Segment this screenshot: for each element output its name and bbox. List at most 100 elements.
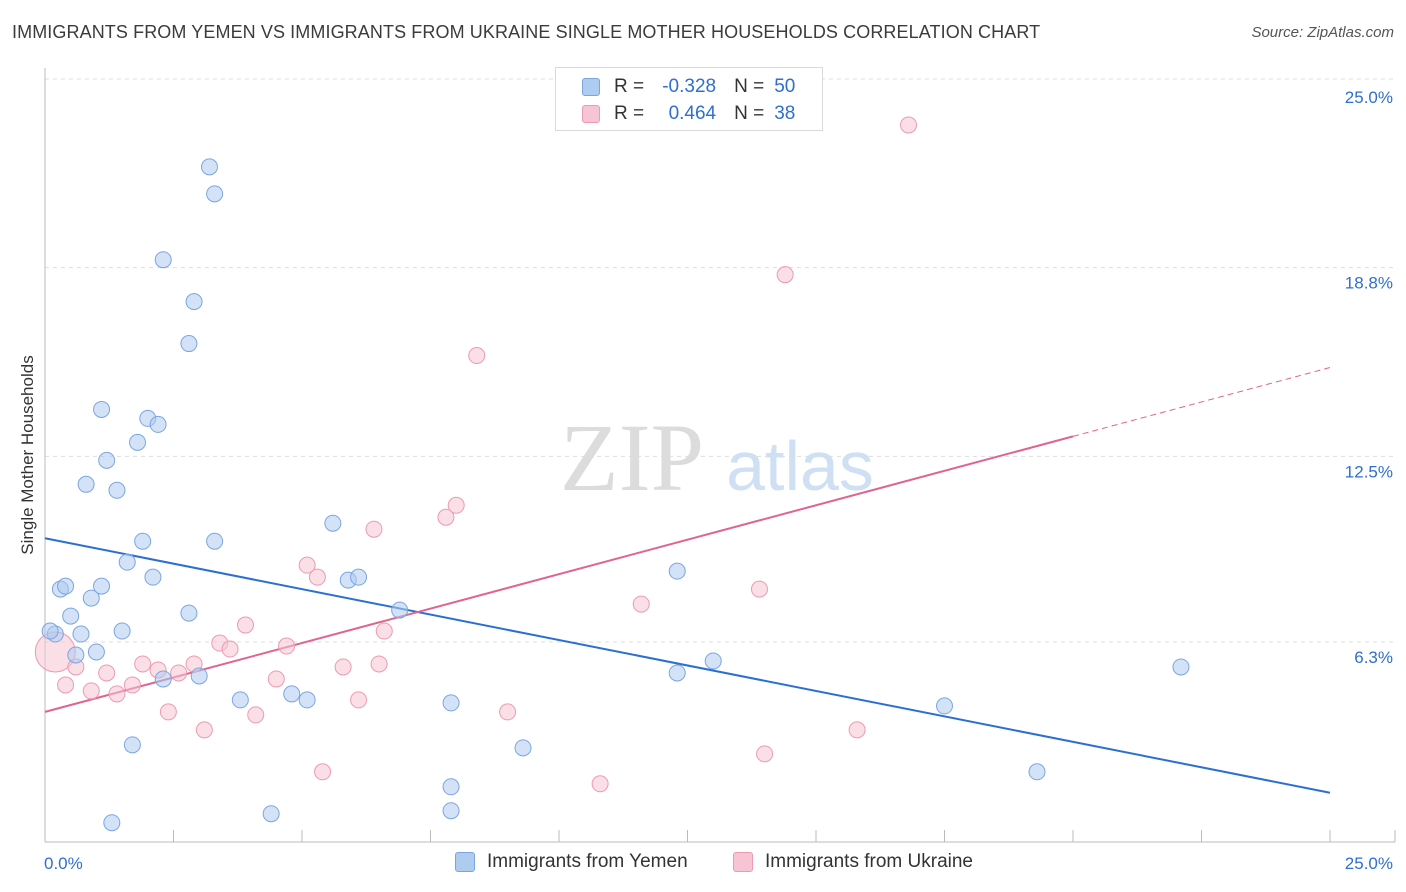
data-point-yemen <box>72 625 90 643</box>
data-point-ukraine <box>468 347 486 365</box>
legend-r-label: R = <box>614 76 645 97</box>
data-point-ukraine <box>236 616 254 634</box>
data-point-ukraine <box>267 670 285 688</box>
data-point-ukraine <box>591 775 609 793</box>
y-tick-label: 25.0% <box>1345 88 1393 107</box>
data-point-ukraine <box>98 664 116 682</box>
data-point-yemen <box>123 736 141 754</box>
data-point-yemen <box>154 670 172 688</box>
data-point-yemen <box>298 691 316 709</box>
data-point-yemen <box>391 601 409 619</box>
data-point-yemen <box>180 604 198 622</box>
legend-item-yemen[interactable]: Immigrants from Yemen <box>455 851 688 873</box>
legend-label-ukraine: Immigrants from Ukraine <box>765 851 973 872</box>
trend-group-yemen <box>44 537 1331 794</box>
y-tick-label: 6.3% <box>1354 648 1393 667</box>
legend-n-label: N = <box>734 76 765 97</box>
data-point-yemen <box>149 415 167 433</box>
data-point-ukraine <box>123 676 141 694</box>
data-point-yemen <box>118 553 136 571</box>
data-point-yemen <box>262 805 280 823</box>
data-point-ukraine <box>314 763 332 781</box>
data-point-ukraine <box>108 685 126 703</box>
data-point-yemen <box>144 568 162 586</box>
data-point-yemen <box>134 532 152 550</box>
y-tick-label: 18.8% <box>1345 274 1393 293</box>
data-point-yemen <box>324 514 342 532</box>
series-legend: Immigrants from Yemen Immigrants from Uk… <box>0 851 1406 879</box>
data-point-yemen <box>57 577 75 595</box>
x-tick-label: 25.0% <box>1345 854 1393 873</box>
data-point-yemen <box>41 622 59 640</box>
data-point-yemen <box>442 802 460 820</box>
data-point-yemen <box>231 691 249 709</box>
data-point-yemen <box>129 433 147 451</box>
data-point-yemen <box>442 694 460 712</box>
data-point-ukraine <box>195 721 213 739</box>
data-point-ukraine <box>365 520 383 538</box>
legend-row-ukraine: R = 0.464 N = 38 <box>556 101 795 127</box>
legend-r-value: -0.328 <box>662 76 717 97</box>
trend-line-ukraine-extension <box>1072 367 1331 437</box>
data-point-yemen <box>206 185 224 203</box>
data-point-yemen <box>668 562 686 580</box>
legend-n-value: 38 <box>774 103 796 124</box>
data-point-yemen <box>1028 763 1046 781</box>
data-point-yemen <box>1172 658 1190 676</box>
data-point-yemen <box>936 697 953 715</box>
y-tick-label: 12.5% <box>1345 462 1393 481</box>
data-point-ukraine <box>247 706 265 724</box>
data-point-ukraine <box>375 622 393 640</box>
legend-item-ukraine[interactable]: Immigrants from Ukraine <box>733 851 973 873</box>
legend-n-value: 50 <box>774 76 796 97</box>
data-point-yemen <box>180 335 198 353</box>
legend-swatch-yemen <box>455 852 475 872</box>
data-point-ukraine <box>447 496 465 514</box>
data-point-yemen <box>98 451 116 469</box>
data-point-yemen <box>668 664 686 682</box>
data-point-ukraine <box>159 703 177 721</box>
x-tick-label: 0.0% <box>44 854 83 873</box>
data-point-yemen <box>190 667 208 685</box>
data-point-ukraine <box>170 664 188 682</box>
data-point-yemen <box>350 568 368 586</box>
legend-swatch-yemen <box>582 78 600 96</box>
legend-r-value: 0.464 <box>668 103 717 124</box>
legend-n-label: N = <box>734 103 765 124</box>
data-point-ukraine <box>776 266 794 284</box>
data-point-yemen <box>67 646 85 664</box>
data-point-ukraine <box>437 508 455 526</box>
data-point-yemen <box>93 577 111 595</box>
data-point-ukraine <box>278 637 296 655</box>
watermark-zip: ZIP <box>560 404 704 511</box>
correlation-legend: R = -0.328 N = 50 R = 0.464 N = 38 <box>555 67 823 131</box>
data-point-ukraine <box>750 580 768 598</box>
data-point-yemen <box>154 251 172 269</box>
points-yemen <box>41 158 1190 832</box>
chart-title: IMMIGRANTS FROM YEMEN VS IMMIGRANTS FROM… <box>12 22 1041 42</box>
data-point-ukraine <box>308 568 326 586</box>
trend-line-yemen <box>44 537 1331 794</box>
data-point-yemen <box>442 778 460 796</box>
trend-line-ukraine <box>44 435 1074 713</box>
data-point-ukraine <box>334 658 352 676</box>
watermark: ZIP atlas <box>560 404 874 511</box>
data-point-ukraine <box>370 655 388 673</box>
source-label: Source: ZipAtlas.com <box>1251 24 1394 41</box>
data-point-yemen <box>62 607 80 625</box>
legend-swatch-ukraine <box>733 852 753 872</box>
data-point-ukraine <box>134 655 152 673</box>
data-point-yemen <box>87 643 105 661</box>
tick-labels: 6.3% 12.5% 18.8% 25.0% 0.0% 25.0% <box>44 88 1393 873</box>
data-point-yemen <box>77 475 95 493</box>
points-ukraine <box>34 116 918 793</box>
data-point-ukraine <box>632 595 650 613</box>
data-point-ukraine <box>900 116 918 134</box>
data-point-yemen <box>206 532 224 550</box>
grid-lines <box>45 78 1395 643</box>
data-point-ukraine <box>82 682 100 700</box>
data-point-ukraine <box>221 640 239 658</box>
data-point-ukraine <box>499 703 517 721</box>
data-point-yemen <box>103 814 121 832</box>
